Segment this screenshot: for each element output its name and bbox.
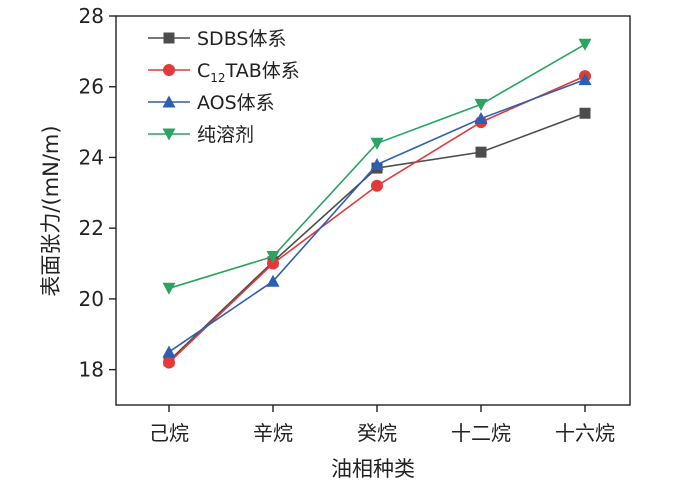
legend-swatch-marker bbox=[163, 64, 175, 76]
data-point bbox=[578, 38, 592, 51]
x-tick-label: 十二烷 bbox=[451, 421, 511, 445]
data-point bbox=[474, 98, 488, 111]
data-point bbox=[163, 356, 175, 369]
legend-entry: 纯溶剂 bbox=[148, 124, 254, 146]
series-3 bbox=[162, 38, 592, 295]
legend-label: C12TAB体系 bbox=[197, 60, 300, 85]
legend-swatch-marker bbox=[163, 32, 175, 44]
legend-label-part: AOS体系 bbox=[197, 92, 275, 114]
data-point bbox=[579, 107, 591, 119]
legend-entry: C12TAB体系 bbox=[148, 60, 300, 85]
legend-label-part: TAB体系 bbox=[225, 60, 300, 82]
data-point bbox=[371, 179, 383, 192]
y-tick-label: 20 bbox=[79, 287, 104, 311]
plot-frame bbox=[115, 15, 631, 406]
data-point bbox=[266, 274, 280, 287]
x-axis: 己烷 辛烷 癸烷 十二烷 十六烷 bbox=[149, 405, 615, 445]
data-point bbox=[370, 158, 384, 171]
data-point bbox=[474, 112, 488, 125]
data-point bbox=[266, 250, 280, 263]
y-axis-title: 表面张力/(mN/m) bbox=[39, 125, 63, 296]
data-point bbox=[578, 73, 592, 86]
data-point bbox=[475, 146, 487, 158]
data-point bbox=[370, 137, 384, 150]
y-tick-label: 28 bbox=[79, 4, 104, 28]
legend-label: AOS体系 bbox=[197, 92, 275, 114]
x-tick-label: 辛烷 bbox=[253, 421, 293, 445]
legend-label: 纯溶剂 bbox=[197, 124, 254, 146]
series-line bbox=[168, 75, 586, 364]
series-layer bbox=[162, 38, 592, 369]
legend-entry: SDBS体系 bbox=[148, 28, 286, 50]
legend-label-part: 纯溶剂 bbox=[197, 124, 254, 146]
legend-label: SDBS体系 bbox=[197, 28, 286, 50]
legend-label-part: SDBS体系 bbox=[197, 28, 286, 50]
legend-label-part: 12 bbox=[210, 71, 225, 85]
series-line bbox=[168, 78, 586, 353]
y-tick-label: 18 bbox=[79, 358, 104, 382]
legend-label-part: C bbox=[197, 60, 210, 82]
x-axis-title: 油相种类 bbox=[331, 457, 415, 481]
legend-swatch-marker bbox=[162, 128, 176, 141]
data-point bbox=[162, 282, 176, 295]
series-line bbox=[168, 112, 586, 362]
x-tick-label: 十六烷 bbox=[555, 421, 615, 445]
y-tick-label: 26 bbox=[79, 75, 104, 99]
data-point bbox=[162, 345, 176, 358]
series-2 bbox=[162, 73, 592, 358]
legend-swatch-marker bbox=[162, 95, 176, 108]
x-tick-label: 己烷 bbox=[149, 421, 189, 445]
legend-entry: AOS体系 bbox=[148, 92, 275, 114]
y-tick-label: 24 bbox=[79, 145, 104, 169]
y-axis: 18 20 22 24 26 28 bbox=[79, 4, 116, 382]
data-point bbox=[267, 257, 279, 270]
series-1 bbox=[163, 70, 591, 369]
y-tick-label: 22 bbox=[79, 216, 104, 240]
x-tick-label: 癸烷 bbox=[357, 421, 397, 445]
